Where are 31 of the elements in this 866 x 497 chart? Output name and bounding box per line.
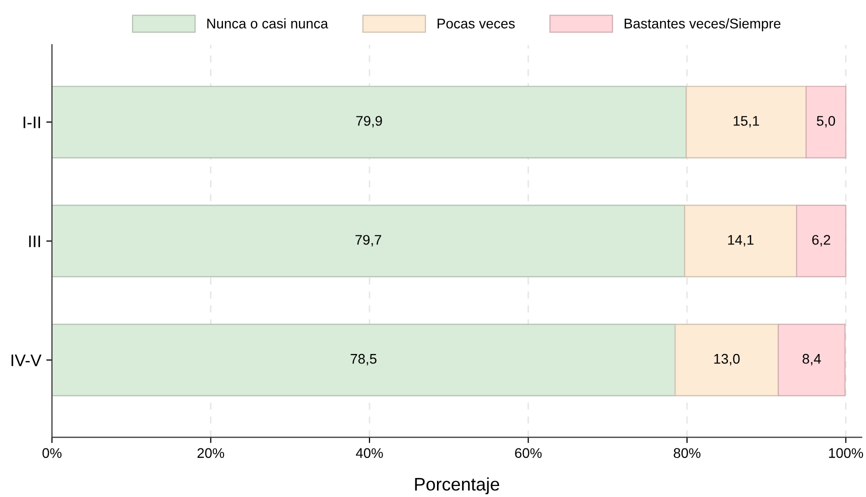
data-label: 8,4 xyxy=(802,354,821,366)
bar xyxy=(52,324,676,396)
x-axis-title: Porcentaje xyxy=(415,477,500,494)
data-label: 15,1 xyxy=(734,116,760,128)
bar xyxy=(684,204,798,278)
data-label: 79,9 xyxy=(356,116,382,128)
x-tick-label: 0% xyxy=(42,448,62,458)
x-tick-label: 20% xyxy=(198,448,224,458)
legend-label: Bastantes veces/Siempre xyxy=(624,18,780,32)
data-label: 79,7 xyxy=(356,234,382,246)
x-tick-label: 100% xyxy=(829,448,864,458)
legend-label: Nunca o casi nunca xyxy=(207,18,328,28)
data-label: 6,2 xyxy=(812,234,830,246)
bar xyxy=(796,204,846,278)
x-tick-label: 80% xyxy=(674,448,700,458)
bar xyxy=(686,86,807,158)
data-label: 14,1 xyxy=(728,235,754,246)
bar xyxy=(52,204,686,278)
x-tick-label: 40% xyxy=(356,448,383,458)
y-tick-label: III xyxy=(29,236,40,248)
y-tick-label: IV-V xyxy=(12,354,42,366)
bar xyxy=(52,86,687,158)
x-tick-label: 60% xyxy=(515,448,542,458)
data-label: 5,0 xyxy=(816,116,836,128)
bar xyxy=(778,324,846,396)
data-label: 78,5 xyxy=(350,354,376,366)
legend-label: Pocas veces xyxy=(438,18,515,28)
data-label: 13,0 xyxy=(714,354,740,366)
bar xyxy=(806,86,846,158)
bar xyxy=(674,324,779,396)
y-tick-label: I-II xyxy=(24,116,40,128)
